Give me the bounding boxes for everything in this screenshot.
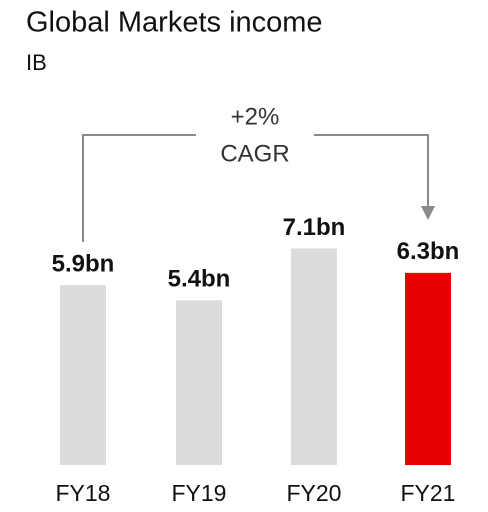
x-tick-label: FY18	[56, 480, 111, 506]
x-tick-label: FY21	[401, 480, 456, 506]
value-label: 6.3bn	[397, 238, 460, 265]
bar	[176, 300, 222, 465]
x-tick-label: FY20	[287, 480, 342, 506]
bracket-left	[82, 134, 196, 242]
bracket-right	[314, 134, 429, 208]
value-label: 5.4bn	[168, 266, 231, 293]
x-tick-label: FY19	[172, 480, 227, 506]
bar	[291, 248, 337, 465]
value-label: 7.1bn	[283, 214, 346, 241]
bar	[60, 285, 106, 465]
chart-subtitle: IB	[26, 50, 47, 75]
bar	[405, 272, 451, 465]
chart-title: Global Markets income	[26, 7, 323, 39]
cagr-bracket	[82, 134, 429, 242]
arrow-head	[421, 206, 435, 220]
annotation: CAGR	[220, 140, 289, 167]
value-label: 5.9bn	[52, 250, 115, 277]
annotation: +2%	[231, 103, 280, 130]
